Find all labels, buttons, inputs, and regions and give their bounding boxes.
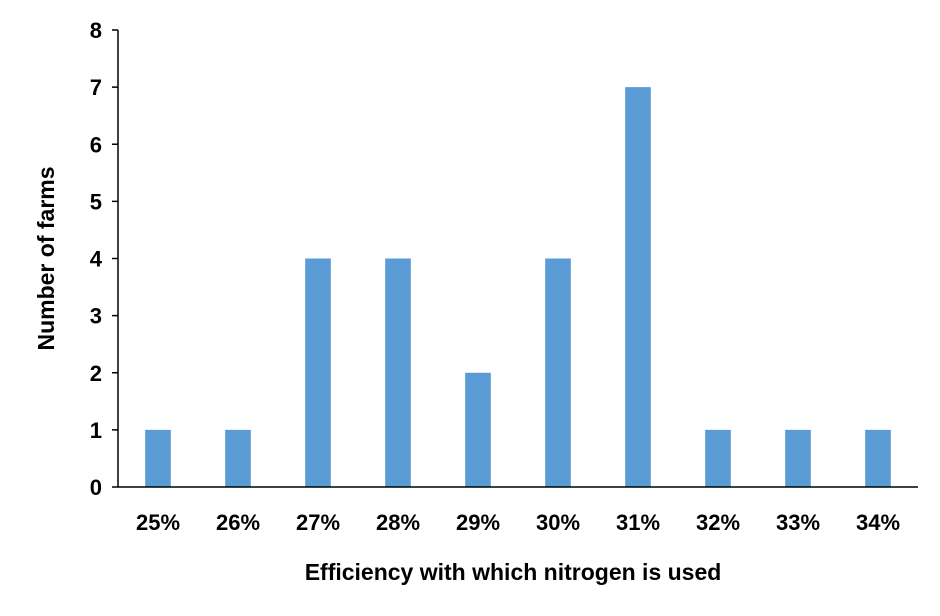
x-tick-label: 25%: [136, 510, 180, 535]
y-tick-label: 8: [90, 18, 102, 43]
y-tick-label: 6: [90, 132, 102, 157]
bar: [625, 87, 651, 487]
x-tick-label: 34%: [856, 510, 900, 535]
bar: [865, 429, 891, 487]
bar: [145, 429, 171, 487]
x-tick-label: 32%: [696, 510, 740, 535]
y-axis-ticks: 0 1 2 3 4 5 6 7 8: [90, 18, 118, 500]
bar: [705, 429, 731, 487]
y-tick-label: 0: [90, 475, 102, 500]
bar: [545, 258, 571, 487]
y-tick-label: 4: [90, 247, 103, 272]
bar: [225, 429, 251, 487]
bars: [145, 87, 891, 487]
y-tick-label: 1: [90, 418, 102, 443]
x-tick-label: 33%: [776, 510, 820, 535]
bar: [785, 429, 811, 487]
y-axis-title: Number of farms: [33, 166, 59, 350]
y-tick-label: 3: [90, 304, 102, 329]
x-tick-label: 27%: [296, 510, 340, 535]
y-tick-label: 7: [90, 75, 102, 100]
y-tick-label: 2: [90, 361, 102, 386]
x-tick-label: 31%: [616, 510, 660, 535]
bar: [385, 258, 411, 487]
x-tick-label: 26%: [216, 510, 260, 535]
x-tick-label: 29%: [456, 510, 500, 535]
bar: [305, 258, 331, 487]
bar: [465, 372, 491, 487]
x-tick-label: 28%: [376, 510, 420, 535]
x-tick-label: 30%: [536, 510, 580, 535]
x-axis-ticks: 25% 26% 27% 28% 29% 30% 31% 32% 33% 34%: [136, 510, 900, 535]
x-axis-title: Efficiency with which nitrogen is used: [305, 559, 722, 585]
y-tick-label: 5: [90, 189, 102, 214]
